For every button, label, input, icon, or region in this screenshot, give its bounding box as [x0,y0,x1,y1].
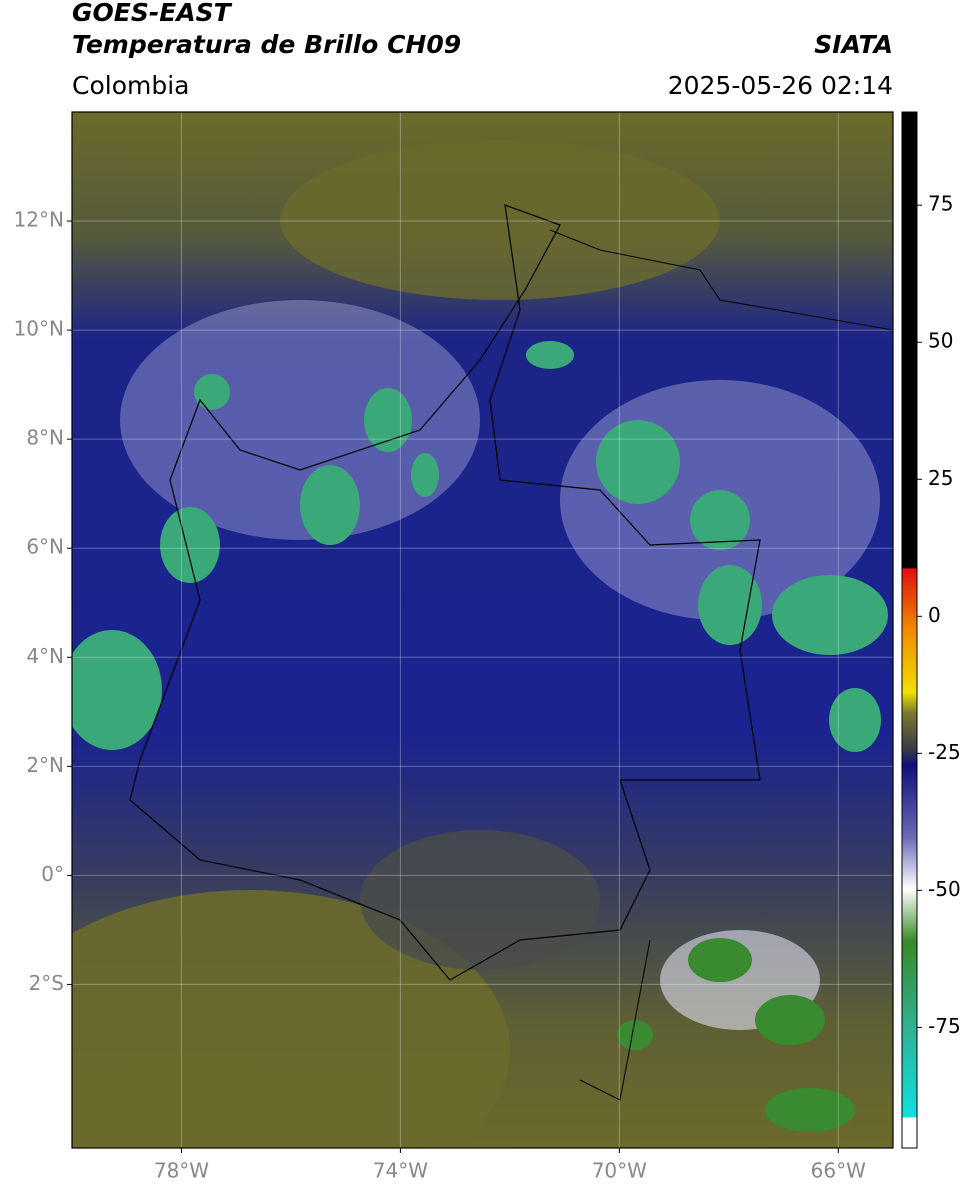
colorbar-tick-label: 50 [928,329,953,353]
satellite-image [72,112,893,1148]
y-tick-label: 6°N [26,535,64,559]
grid [72,112,893,1148]
x-tick-label: 78°W [154,1159,209,1183]
region: Colombia [72,71,189,100]
map-frame [71,111,894,1149]
colorbar-tick-label: -50 [928,877,961,901]
title: GOES-EAST [72,0,233,27]
x-tick-label: 66°W [811,1159,866,1183]
colorbar-tick-label: -75 [928,1014,961,1038]
colorbar-tick-label: 75 [928,192,953,216]
subtitle: Temperatura de Brillo CH09 [72,30,461,59]
y-tick-label: 2°N [26,753,64,777]
x-tick-label: 74°W [373,1159,428,1183]
y-tick-label: 2°S [29,971,64,995]
colorbar-tick-label: 0 [928,603,941,627]
x-tick-label: 70°W [592,1159,647,1183]
y-tick-label: 0° [41,862,64,886]
y-tick-label: 12°N [14,208,64,232]
colorbar [901,111,918,1149]
y-tick-label: 10°N [14,317,64,341]
colorbar-tick-label: -25 [928,740,961,764]
y-tick-label: 4°N [26,644,64,668]
colorbar-tick-label: 25 [928,466,953,490]
datetime: 2025-05-26 02:14 [668,71,893,100]
source: SIATA [814,30,893,59]
y-tick-label: 8°N [26,426,64,450]
